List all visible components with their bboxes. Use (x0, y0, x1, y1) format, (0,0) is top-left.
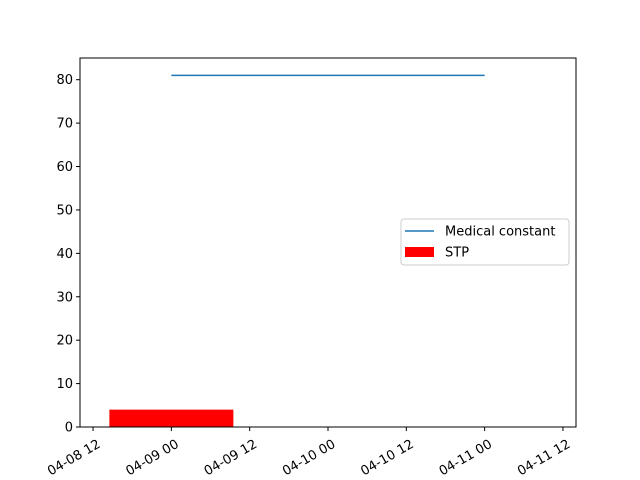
y-tick-label: 60 (56, 160, 73, 175)
plot-marks (109, 74, 485, 427)
legend-swatch-stp (405, 247, 434, 257)
x-tick-label: 04-09 00 (123, 437, 181, 479)
y-axis: 0 10 20 30 40 50 60 70 80 (56, 73, 80, 436)
x-axis: 04-08 12 04-09 00 04-09 12 04-10 00 04-10 12… (45, 427, 573, 479)
legend: Medical constant STP (400, 218, 570, 266)
bar-stp (109, 409, 234, 427)
x-tick-label: 04-08 12 (45, 437, 103, 479)
legend-box (400, 218, 570, 266)
x-tick-label: 04-11 12 (515, 437, 573, 479)
y-tick-label: 40 (56, 247, 73, 262)
legend-label: STP (445, 246, 469, 261)
y-tick-label: 20 (56, 334, 73, 349)
x-tick-label: 04-10 00 (280, 437, 338, 479)
y-tick-label: 70 (56, 117, 73, 132)
y-tick-label: 10 (56, 377, 73, 392)
y-tick-label: 80 (56, 73, 73, 88)
y-tick-label: 50 (56, 203, 73, 218)
x-tick-label: 04-10 12 (358, 437, 416, 479)
legend-label: Medical constant (445, 225, 555, 240)
x-tick-label: 04-11 00 (437, 437, 495, 479)
y-tick-label: 30 (56, 290, 73, 305)
x-tick-label: 04-09 12 (202, 437, 260, 479)
y-tick-label: 0 (65, 421, 73, 436)
